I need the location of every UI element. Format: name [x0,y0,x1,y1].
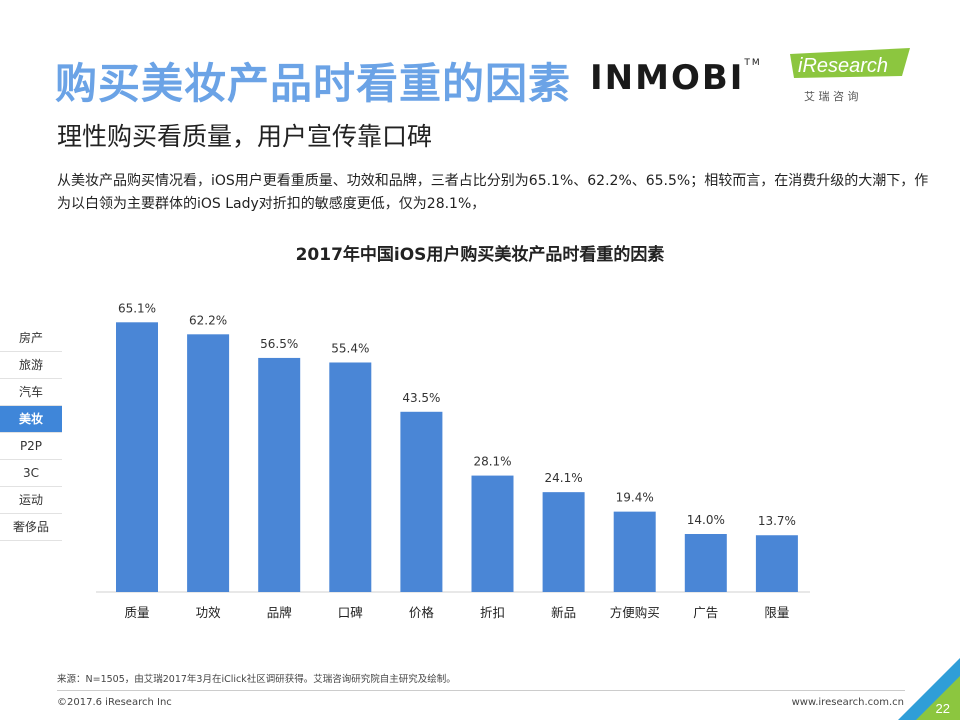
corner-triangle-green [916,676,960,720]
sidebar-item-2[interactable]: 汽车 [0,379,62,406]
sidebar-item-6[interactable]: 运动 [0,487,62,514]
corner-decoration [898,658,960,720]
copyright: ©2017.6 iResearch Inc [57,697,172,708]
bar-value-label-7: 19.4% [616,491,654,505]
x-tick-label-4: 价格 [409,605,435,620]
inmobi-trademark: TM [744,58,762,68]
iresearch-logo-text: iResearch [798,55,888,77]
bar-1 [187,334,230,592]
bar-6 [542,492,585,592]
bar-3 [329,362,372,592]
inmobi-logo: INMOBITM [590,58,762,98]
bar-chart: 65.1% 质量 62.2% 功效 56.5% 品牌 55.4% 口碑 43.5% 价格 28.1%… [96,301,810,620]
iresearch-logo: iResearch 艾 瑞 咨 询 [790,48,910,103]
x-tick-label-3: 口碑 [338,605,363,620]
bar-value-label-8: 14.0% [687,513,725,527]
bar-value-label-3: 55.4% [331,341,369,355]
bar-2 [258,357,301,592]
source-note: 来源：N=1505，由艾瑞2017年3月在iClick社区调研获得。艾瑞咨询研究… [57,674,456,685]
bar-value-label-1: 62.2% [189,313,227,327]
x-tick-label-2: 品牌 [267,605,292,620]
iresearch-logo-cn: 艾 瑞 咨 询 [804,89,859,103]
sidebar-item-7[interactable]: 奢侈品 [0,514,62,541]
sidebar-item-5[interactable]: 3C [0,460,62,487]
bar-0 [116,322,158,592]
page-title: 购买美妆产品时看重的因素 [55,59,572,108]
sidebar-item-4[interactable]: P2P [0,433,62,460]
bar-value-label-4: 43.5% [402,391,440,405]
bar-value-label-6: 24.1% [545,471,583,485]
sidebar-item-1[interactable]: 旅游 [0,352,62,379]
x-tick-label-6: 新品 [551,605,576,620]
website-link[interactable]: www.iresearch.com.cn [791,697,904,708]
x-tick-label-1: 功效 [196,605,222,620]
page-number: 22 [935,701,950,716]
description-text: 从美妆产品购买情况看，iOS用户更看重质量、功效和品牌，三者占比分别为65.1%… [57,173,929,212]
bar-4 [400,411,443,592]
footer-divider [57,690,905,691]
bar-value-label-9: 13.7% [758,514,796,528]
category-sidebar: 房产 旅游 汽车 美妆 P2P 3C 运动 奢侈品 [0,325,62,541]
inmobi-logo-text: INMOBI [590,58,745,98]
chart-title: 2017年中国iOS用户购买美妆产品时看重的因素 [295,245,665,265]
bar-value-label-0: 65.1% [118,301,156,315]
iresearch-logo-flag [790,48,910,78]
bar-9 [755,535,798,592]
x-tick-label-5: 折扣 [480,605,505,620]
bar-value-label-5: 28.1% [473,455,511,469]
page-subtitle: 理性购买看质量，用户宣传靠口碑 [57,122,433,151]
x-tick-label-8: 广告 [693,605,718,620]
sidebar-item-0[interactable]: 房产 [0,325,62,352]
bar-8 [684,534,727,592]
bar-7 [613,511,656,592]
x-tick-label-0: 质量 [124,605,149,620]
bar-5 [471,475,514,592]
x-tick-label-9: 限量 [764,605,789,620]
x-tick-label-7: 方便购买 [610,605,660,620]
sidebar-item-3[interactable]: 美妆 [0,406,62,433]
bar-value-label-2: 56.5% [260,337,298,351]
